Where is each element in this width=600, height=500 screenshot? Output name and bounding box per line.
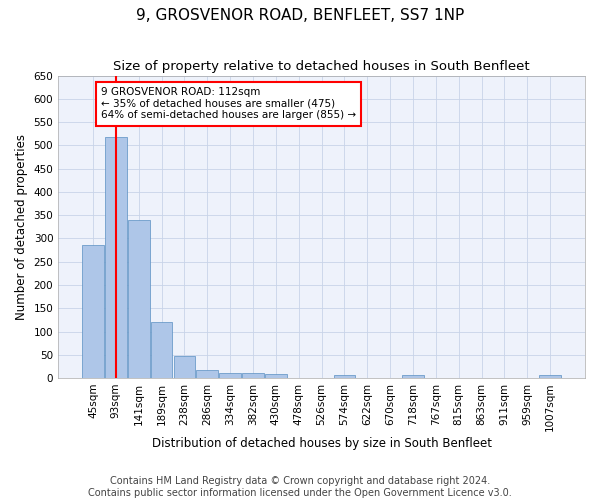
Bar xyxy=(539,375,561,378)
Y-axis label: Number of detached properties: Number of detached properties xyxy=(15,134,28,320)
Bar xyxy=(105,138,127,378)
Bar xyxy=(196,370,218,378)
Text: 9, GROSVENOR ROAD, BENFLEET, SS7 1NP: 9, GROSVENOR ROAD, BENFLEET, SS7 1NP xyxy=(136,8,464,22)
Bar xyxy=(82,246,104,378)
Bar xyxy=(242,374,264,378)
Bar xyxy=(128,220,149,378)
Bar xyxy=(219,373,241,378)
X-axis label: Distribution of detached houses by size in South Benfleet: Distribution of detached houses by size … xyxy=(152,437,491,450)
Text: 9 GROSVENOR ROAD: 112sqm
← 35% of detached houses are smaller (475)
64% of semi-: 9 GROSVENOR ROAD: 112sqm ← 35% of detach… xyxy=(101,87,356,120)
Bar xyxy=(151,322,172,378)
Bar xyxy=(334,375,355,378)
Title: Size of property relative to detached houses in South Benfleet: Size of property relative to detached ho… xyxy=(113,60,530,73)
Bar xyxy=(402,375,424,378)
Bar xyxy=(265,374,287,378)
Text: Contains HM Land Registry data © Crown copyright and database right 2024.
Contai: Contains HM Land Registry data © Crown c… xyxy=(88,476,512,498)
Bar xyxy=(173,356,195,378)
